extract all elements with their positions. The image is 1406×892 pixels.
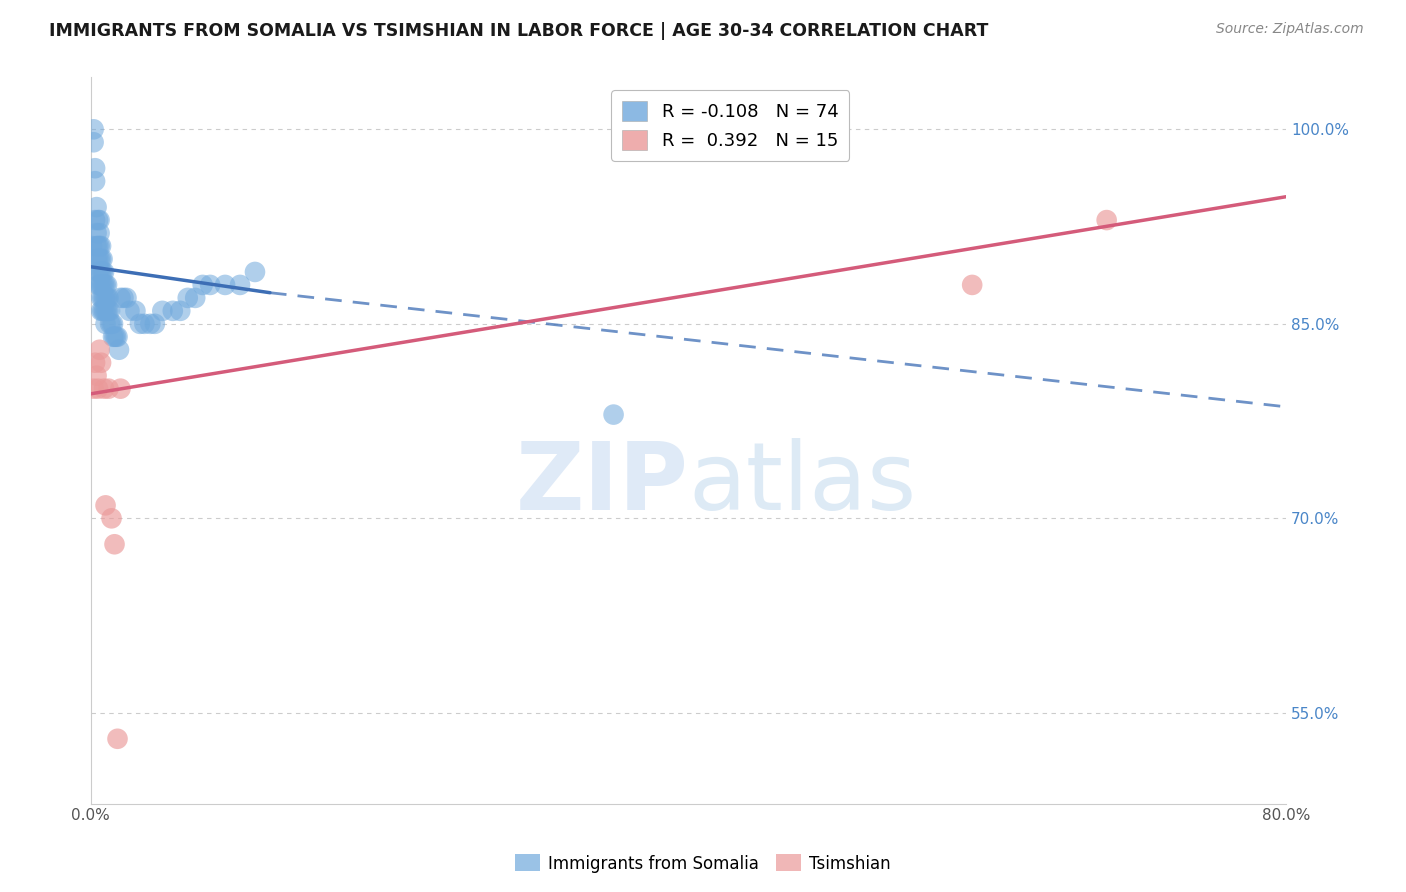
Point: [86, 368, 108, 383]
Point: [94, 499, 117, 513]
Point: [84, 161, 107, 176]
Text: ZIP: ZIP: [516, 438, 689, 530]
Point: [108, 343, 131, 357]
Point: [105, 330, 128, 344]
Point: [86, 239, 108, 253]
Point: [98, 303, 121, 318]
Point: [87, 213, 110, 227]
Legend: Immigrants from Somalia, Tsimshian: Immigrants from Somalia, Tsimshian: [509, 847, 897, 880]
Point: [94, 303, 117, 318]
Point: [129, 317, 152, 331]
Point: [103, 330, 125, 344]
Point: [83, 136, 105, 150]
Point: [191, 277, 214, 292]
Point: [82, 239, 104, 253]
Point: [101, 317, 124, 331]
Point: [93, 291, 115, 305]
Point: [602, 408, 624, 422]
Point: [87, 265, 110, 279]
Point: [94, 291, 117, 305]
Point: [118, 303, 141, 318]
Point: [89, 343, 111, 357]
Point: [177, 291, 200, 305]
Point: [107, 731, 129, 746]
Point: [89, 239, 111, 253]
Point: [90, 303, 112, 318]
Point: [93, 382, 115, 396]
Point: [93, 277, 115, 292]
Point: [198, 277, 221, 292]
Point: [91, 265, 114, 279]
Point: [91, 277, 114, 292]
Point: [91, 303, 114, 318]
Point: [91, 252, 114, 266]
Point: [100, 317, 122, 331]
Point: [89, 265, 111, 279]
Point: [98, 317, 121, 331]
Point: [90, 291, 112, 305]
Point: [184, 291, 207, 305]
Point: [93, 265, 115, 279]
Point: [112, 291, 135, 305]
Point: [110, 382, 132, 396]
Point: [93, 303, 115, 318]
Point: [86, 226, 108, 240]
Point: [162, 303, 184, 318]
Point: [91, 291, 114, 305]
Legend: R = -0.108   N = 74, R =  0.392   N = 15: R = -0.108 N = 74, R = 0.392 N = 15: [612, 90, 849, 161]
Point: [143, 317, 166, 331]
Point: [243, 265, 266, 279]
Point: [96, 303, 118, 318]
Point: [124, 303, 146, 318]
Point: [94, 277, 117, 292]
Point: [139, 317, 162, 331]
Point: [90, 252, 112, 266]
Text: atlas: atlas: [689, 438, 917, 530]
Point: [960, 277, 983, 292]
Point: [90, 265, 112, 279]
Point: [90, 277, 112, 292]
Point: [97, 382, 120, 396]
Point: [229, 277, 252, 292]
Point: [89, 213, 111, 227]
Point: [96, 277, 118, 292]
Point: [86, 252, 108, 266]
Point: [101, 330, 124, 344]
Point: [83, 382, 105, 396]
Point: [107, 330, 129, 344]
Point: [100, 511, 122, 525]
Point: [89, 277, 111, 292]
Point: [90, 356, 112, 370]
Point: [115, 291, 138, 305]
Point: [84, 356, 107, 370]
Point: [97, 303, 120, 318]
Point: [83, 122, 105, 136]
Text: Source: ZipAtlas.com: Source: ZipAtlas.com: [1216, 22, 1364, 37]
Point: [1095, 213, 1118, 227]
Point: [150, 303, 173, 318]
Point: [87, 239, 110, 253]
Point: [214, 277, 236, 292]
Point: [96, 291, 118, 305]
Point: [94, 317, 117, 331]
Point: [87, 277, 110, 292]
Point: [89, 252, 111, 266]
Point: [87, 252, 110, 266]
Point: [97, 291, 120, 305]
Point: [134, 317, 156, 331]
Point: [89, 226, 111, 240]
Point: [86, 200, 108, 214]
Point: [110, 291, 132, 305]
Point: [84, 174, 107, 188]
Point: [169, 303, 191, 318]
Point: [87, 382, 110, 396]
Text: IMMIGRANTS FROM SOMALIA VS TSIMSHIAN IN LABOR FORCE | AGE 30-34 CORRELATION CHAR: IMMIGRANTS FROM SOMALIA VS TSIMSHIAN IN …: [49, 22, 988, 40]
Point: [103, 537, 125, 551]
Point: [90, 239, 112, 253]
Point: [84, 213, 107, 227]
